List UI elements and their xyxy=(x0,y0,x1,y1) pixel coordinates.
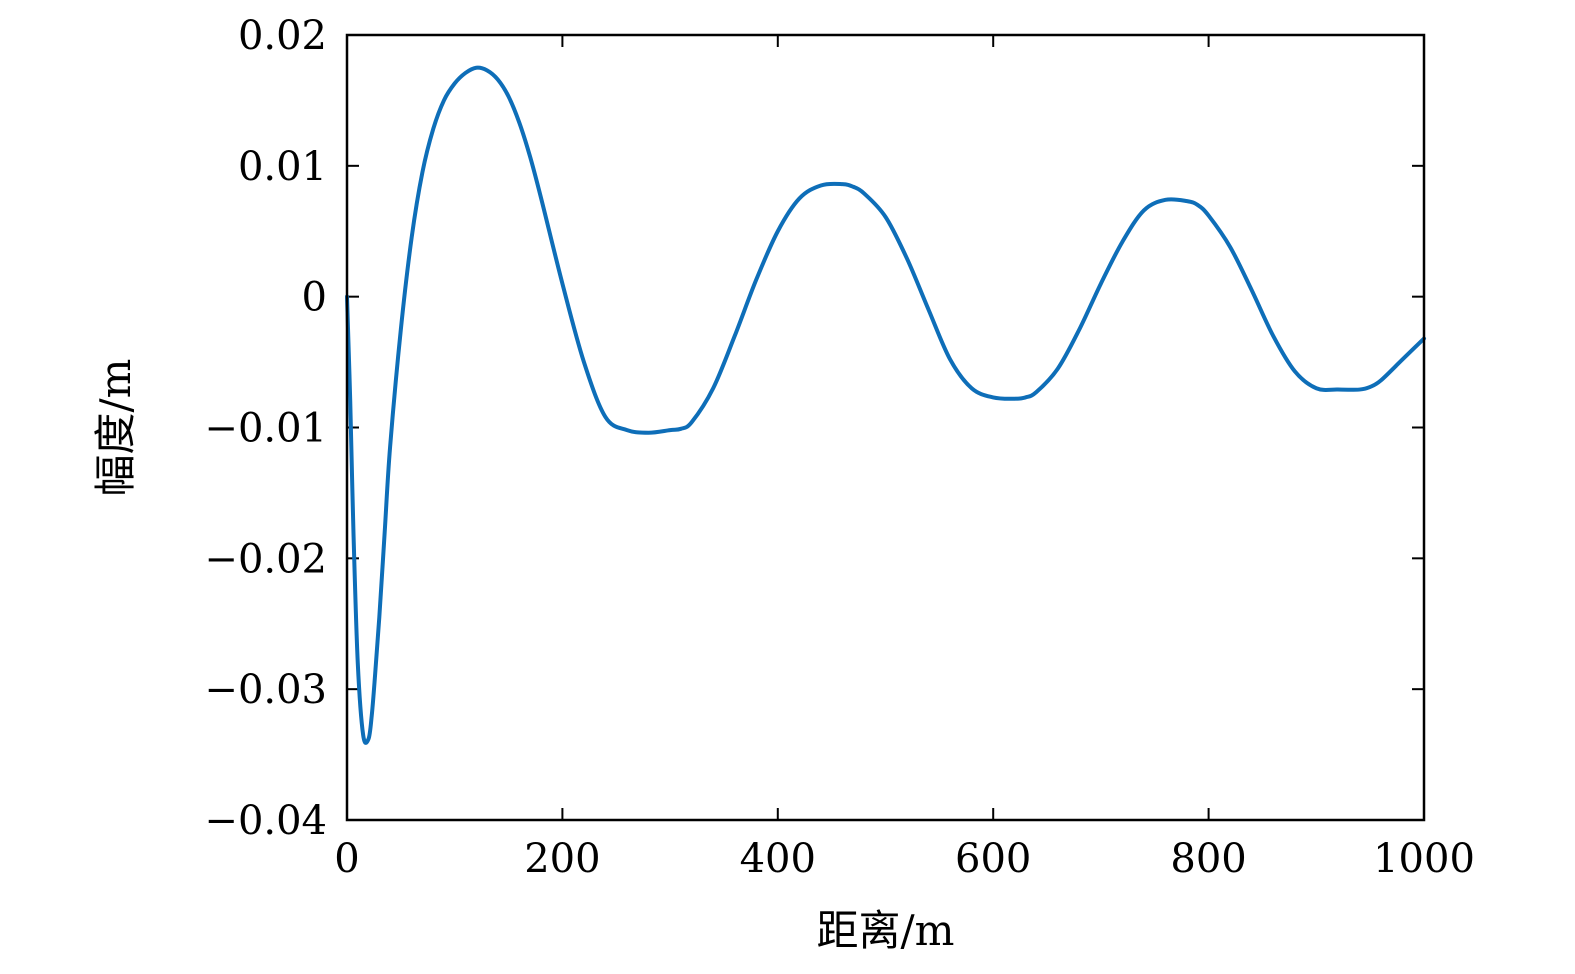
y-axis-label: 幅度/m xyxy=(91,359,140,497)
y-tick-label: −0.03 xyxy=(204,667,327,713)
x-tick-label: 200 xyxy=(524,836,600,882)
y-tick-label: 0.01 xyxy=(238,144,327,190)
series-line-0 xyxy=(345,65,1426,745)
tick-labels: 0 200 400 600 800 1000 0.02 0.01 0 −0.01 −0.02 −0.0… xyxy=(204,13,1474,882)
axis-ticks xyxy=(346,34,1425,821)
plot-frame xyxy=(345,33,1426,822)
x-axis-label: 距离/m xyxy=(817,906,955,955)
y-tick-label: −0.04 xyxy=(204,798,327,844)
y-tick-label: 0 xyxy=(302,275,327,321)
y-tick-label: −0.01 xyxy=(204,406,327,452)
y-tick-label: 0.02 xyxy=(238,13,327,59)
x-tick-label: 400 xyxy=(740,836,816,882)
x-tick-label: 0 xyxy=(334,836,359,882)
y-tick-label: −0.02 xyxy=(204,536,327,582)
x-tick-label: 600 xyxy=(955,836,1031,882)
series-layer xyxy=(345,65,1426,745)
x-tick-label: 800 xyxy=(1170,836,1246,882)
x-tick-label: 1000 xyxy=(1373,836,1475,882)
